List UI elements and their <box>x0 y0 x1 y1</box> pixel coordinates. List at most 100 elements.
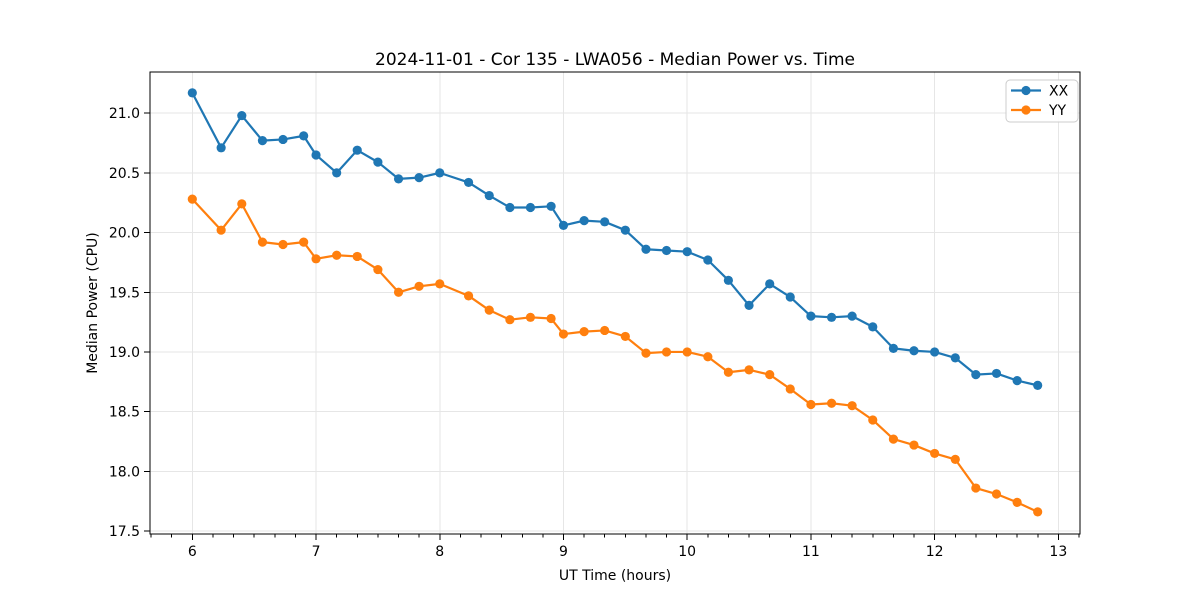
series-yy-marker <box>888 434 899 444</box>
series-xx-marker <box>216 143 226 153</box>
chart-title: 2024-11-01 - Cor 135 - LWA056 - Median P… <box>375 50 855 70</box>
y-tick-label: 20.5 <box>109 166 140 182</box>
series-xx-marker <box>558 220 569 230</box>
series-yy-marker <box>847 401 857 411</box>
series-yy-marker <box>1012 497 1022 507</box>
series-xx-marker <box>723 275 733 285</box>
series-yy-marker <box>216 225 226 235</box>
data-series <box>187 88 1043 517</box>
series-yy-marker <box>373 264 383 275</box>
x-tick-label: 8 <box>435 544 444 560</box>
tick-labels: 6 7 8 9 10 11 12 13 17.5 18.0 18.5 19.0 19.5 20.0 20.5… <box>109 106 1067 560</box>
y-axis-label: Median Power (CPU) <box>85 232 101 374</box>
series-xx-marker <box>847 311 857 321</box>
series-xx-marker <box>257 136 268 146</box>
series-xx-marker <box>991 368 1002 379</box>
series-xx-marker <box>393 174 404 184</box>
series-xx-line <box>191 91 1039 387</box>
series-xx-marker <box>373 157 383 167</box>
series-xx-marker <box>1033 380 1043 390</box>
y-tick-label: 19.0 <box>109 345 140 361</box>
series-yy-marker <box>257 237 268 247</box>
axis-spines <box>149 71 1081 535</box>
series-xx-marker <box>868 322 878 332</box>
y-tick-label: 17.5 <box>109 524 140 540</box>
series-xx-marker <box>505 202 515 213</box>
series-yy-marker <box>723 367 733 377</box>
series-yy-marker <box>546 313 556 324</box>
y-tick-label: 18.5 <box>109 405 140 421</box>
series-xx-marker <box>806 311 816 321</box>
x-tick-label: 10 <box>678 544 696 560</box>
series-xx-marker <box>826 312 837 322</box>
series-yy-marker <box>600 325 610 336</box>
legend-label: YY <box>1048 103 1067 119</box>
x-tick-label: 9 <box>559 544 568 560</box>
series-yy-marker <box>868 415 878 425</box>
legend: XX YY <box>1005 79 1079 123</box>
series-yy-line <box>191 198 1039 514</box>
series-yy-marker <box>187 194 197 204</box>
series-xx <box>187 88 1043 390</box>
series-yy-marker <box>278 239 288 250</box>
series-xx-marker <box>641 244 651 254</box>
series-yy-marker <box>806 399 816 410</box>
series-xx-marker <box>525 202 536 213</box>
series-xx-marker <box>930 347 940 357</box>
series-yy-marker <box>484 305 494 315</box>
series-yy-marker <box>332 250 342 260</box>
legend-entry-yy: YY <box>1011 103 1067 119</box>
series-xx-marker <box>278 134 288 145</box>
x-tick-label: 12 <box>926 544 944 560</box>
x-tick-label: 6 <box>188 544 197 560</box>
series-xx-marker <box>187 88 197 98</box>
series-yy-marker <box>950 454 960 464</box>
series-xx-marker <box>1012 376 1022 386</box>
series-yy-marker <box>505 315 515 325</box>
series-yy-marker <box>525 312 536 322</box>
legend-marker <box>1021 105 1031 115</box>
series-yy-marker <box>311 254 321 264</box>
series-xx-marker <box>744 300 754 310</box>
series-yy-marker <box>414 281 424 291</box>
series-xx-marker <box>299 131 309 141</box>
series-yy-marker <box>703 352 713 362</box>
series-yy-marker <box>930 448 940 459</box>
series-yy-marker <box>765 370 775 380</box>
series-xx-marker <box>950 353 960 363</box>
series-yy-marker <box>393 287 404 297</box>
series-xx-marker <box>546 201 556 211</box>
series-xx-marker <box>311 150 321 160</box>
series-yy-marker <box>558 329 569 339</box>
x-tick-label: 13 <box>1049 544 1067 560</box>
series-yy-marker <box>744 365 754 375</box>
gridlines <box>150 72 1080 534</box>
series-xx-marker <box>579 216 589 226</box>
y-tick-label: 19.5 <box>109 285 140 301</box>
series-xx-marker <box>435 168 445 178</box>
series-xx-marker <box>352 145 362 155</box>
y-tick-label: 20.0 <box>109 226 140 242</box>
y-tick-label: 18.0 <box>109 464 140 480</box>
legend-entry-xx: XX <box>1011 84 1069 100</box>
series-xx-marker <box>661 245 672 256</box>
y-tick-label: 21.0 <box>109 106 140 122</box>
series-xx-marker <box>703 255 713 265</box>
series-xx-marker <box>909 346 919 356</box>
series-xx-marker <box>414 173 424 183</box>
x-tick-label: 11 <box>802 544 820 560</box>
series-xx-marker <box>237 110 247 121</box>
series-yy-marker <box>1033 507 1043 517</box>
x-axis-label: UT Time (hours) <box>559 568 671 584</box>
series-xx-marker <box>785 292 795 302</box>
series-xx-marker <box>620 225 630 235</box>
plot-border <box>149 71 1081 535</box>
series-yy-marker <box>991 489 1002 499</box>
series-yy-marker <box>826 398 837 408</box>
series-xx-marker <box>971 370 981 380</box>
series-xx-marker <box>888 343 899 353</box>
series-yy-marker <box>620 331 630 342</box>
series-yy-marker <box>352 251 362 262</box>
series-xx-marker <box>484 190 494 201</box>
